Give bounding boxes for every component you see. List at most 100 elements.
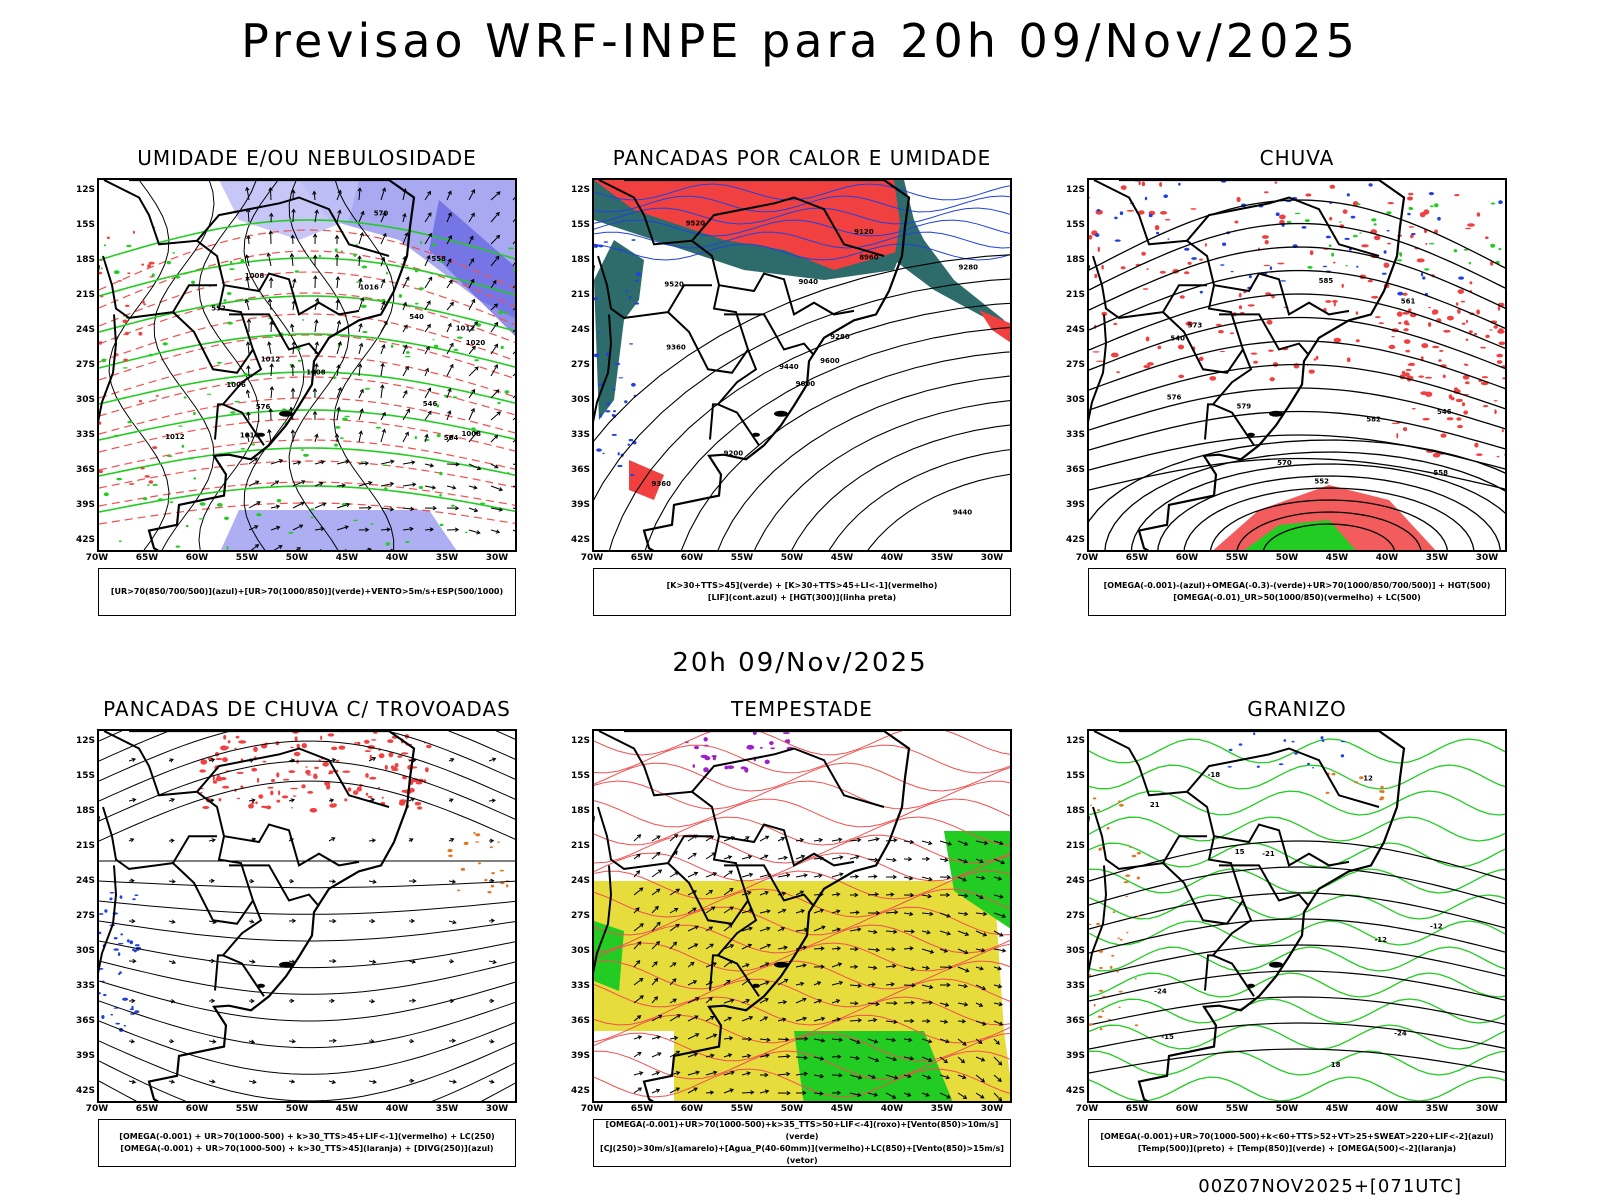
wind-vector-head [658,1014,663,1019]
lif-contour [594,195,1010,213]
contour-red-mark [138,399,143,403]
wind-vector-head [821,925,826,930]
wind-vector [705,835,714,842]
wind-vector [741,855,752,860]
humidity-low-dot [500,345,504,350]
wind-vector-head [747,890,752,896]
thunder-orange-shade [506,884,509,888]
wind-vector-head [289,252,295,258]
omega-ur-shade [1263,264,1271,267]
wind-vector-head [911,983,916,988]
temp850-contour [1089,894,1505,920]
omega-blue-shade [1437,216,1441,221]
wind-vector-head [672,998,677,1003]
wind-vector-head [245,186,250,191]
lat-tick-label: 36S [75,1016,95,1027]
wind-vector-head [473,485,478,490]
omega-blue-shade [1191,257,1197,260]
wind-vector-head [251,798,256,803]
wind-vector [795,998,807,1004]
hgt500-contour [1089,340,1505,391]
wind-vector-head [245,341,251,346]
wind-vector [633,853,641,860]
humidity-low-dot [405,541,410,543]
wind-vector [795,929,808,932]
wind-vector-head [639,923,644,928]
wind-vector [777,892,786,896]
wind-vector-head [404,431,409,436]
wind-vector-head [926,1018,931,1024]
wind-vector [490,303,498,311]
wind-vector-head [313,275,318,280]
wind-vector-head [447,258,452,263]
contour-red-mark [99,421,102,425]
lat-tick-label: 21S [570,840,590,851]
wind-vector [468,236,474,245]
wind-vector-head [493,303,499,308]
wind-vector-head [132,797,137,803]
wind-vector-head [982,1021,987,1026]
humidity-low-contour [99,371,515,405]
wind-vector [292,480,305,487]
wind850-shade [944,831,1010,929]
lat-tick-label: 30S [570,395,590,406]
wind-vector [975,894,984,899]
pw-contour [594,731,1010,756]
omega-ur-shade [1428,306,1431,309]
k-tts-shade [894,200,1010,337]
omega500-orange-shade [1089,973,1092,977]
contour-label: -15 [1161,1033,1174,1041]
lat-tick-label: 36S [570,1016,590,1027]
hgt500-contour [1089,222,1505,291]
omega-ur-shade [1342,209,1348,214]
map-canvas [594,731,1010,1101]
wind-vector [358,211,364,223]
wind-vector [687,962,695,968]
thunder-orange-shade [491,872,495,875]
humidity-low-dot [512,268,515,272]
omega-blue-shade [1383,250,1387,254]
wind-vector-head [636,959,641,965]
contour-red-mark [99,271,103,275]
wind-vector [849,911,859,914]
humidity-low-dot [103,492,109,497]
omega-ur-shade [1463,363,1467,366]
streamline-250 [99,731,515,742]
wind-vector-head [729,944,735,949]
wind-vector [424,212,432,223]
wind-vector [651,852,661,860]
wind-vector-head [726,979,731,984]
lon-tick-label: 50W [780,553,804,563]
wind-vector-head [171,879,176,884]
wind-vector-head [692,852,697,857]
humidity-low-dot [118,540,122,543]
omega-ur-shade [1496,455,1500,458]
omega-ur-shade [1383,262,1390,268]
omega-ur-shade [1101,311,1108,316]
hgt500-contour [1089,199,1505,271]
wind-vector-head [837,1054,842,1059]
wind-vector-head [409,838,414,843]
wind-vector [705,943,714,950]
wind-vector-head [371,838,377,843]
lat-tick-label: 21S [1065,289,1085,300]
humidity-low-dot [439,471,443,476]
wind-vector [402,276,410,289]
wind-vector-head [402,212,407,218]
wind-vector [314,461,325,465]
wind-vector [723,944,734,950]
wind-vector-head [998,1061,1003,1066]
wind-vector [468,529,480,534]
wind-vector-head [471,298,476,304]
wind-vector [957,876,967,882]
wind-vector [488,758,496,762]
forecast-map [97,729,517,1103]
wind-vector-head [449,959,455,964]
wind-vector-head [1001,948,1007,953]
wind-vector [424,463,434,467]
temp500-contour [1089,1022,1505,1050]
wind-vector [903,1002,915,1004]
thunder-red-shade [353,742,358,744]
wind-vector-head [337,189,342,194]
humidity-high-shade [299,180,515,318]
